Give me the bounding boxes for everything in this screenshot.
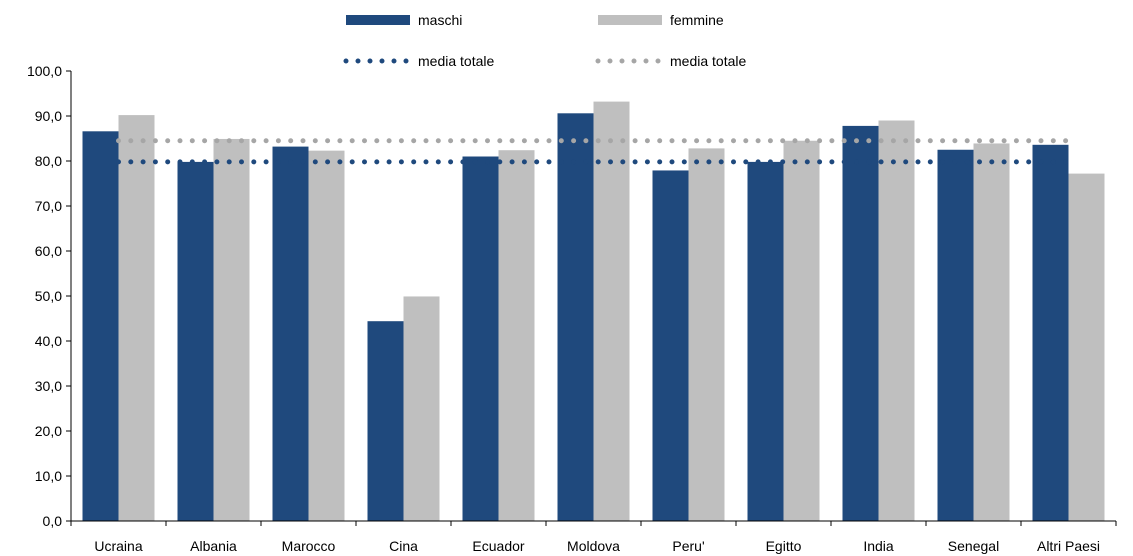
y-tick-label: 0,0 [43,513,63,529]
x-tick-label: Ecuador [472,538,524,554]
legend-label-maschi: maschi [418,12,462,28]
y-tick-label: 100,0 [27,63,62,79]
x-tick-label: Moldova [567,538,620,554]
x-tick-label: Senegal [948,538,999,554]
y-tick-label: 60,0 [35,243,62,259]
bar-femmine-marocco [308,150,345,521]
x-tick-label: Peru' [672,538,704,554]
x-tick-label: Cina [389,538,418,554]
bar-maschi-marocco [272,146,309,521]
legend: maschi femmine media totale media totale [343,12,746,69]
bar-femmine-egitto [783,140,820,521]
bar-maschi-moldova [557,113,594,522]
legend-label-femmine: femmine [670,12,724,28]
bar-maschi-altri-paesi [1032,144,1069,522]
bar-femmine-altri-paesi [1068,173,1105,521]
bar-maschi-egitto [747,161,784,521]
legend-label-media-totale-maschi: media totale [418,53,494,69]
bar-femmine-senegal [973,143,1010,521]
bar-maschi-india [842,125,879,522]
bar-femmine-cina [403,296,440,521]
x-tick-label: Ucraina [94,538,142,554]
bar-maschi-albania [177,161,214,521]
y-tick-label: 90,0 [35,108,62,124]
bar-femmine-peru- [688,148,725,521]
x-tick-label: Egitto [766,538,802,554]
y-tick-label: 70,0 [35,198,62,214]
bar-femmine-albania [213,138,250,521]
legend-swatch-maschi [346,15,410,25]
y-tick-label: 40,0 [35,333,62,349]
y-tick-label: 80,0 [35,153,62,169]
bar-femmine-ucraina [118,115,155,521]
bar-maschi-peru- [652,170,689,521]
legend-swatch-femmine [598,15,662,25]
bar-maschi-cina [367,321,404,521]
y-tick-label: 10,0 [35,468,62,484]
bar-maschi-senegal [937,149,974,521]
bar-maschi-ucraina [82,131,119,522]
bar-femmine-india [878,120,915,521]
plot-area: 0,0 10,0 20,0 30,0 40,0 50,0 60,0 70,0 80,0 90,0 1… [27,63,1117,554]
x-tick-label: Altri Paesi [1037,538,1100,554]
x-tick-label: Marocco [282,538,336,554]
y-tick-label: 30,0 [35,378,62,394]
bar-maschi-ecuador [462,156,499,521]
x-tick-label: Albania [190,538,237,554]
bar-femmine-ecuador [498,150,535,521]
y-tick-label: 20,0 [35,423,62,439]
bar-femmine-moldova [593,101,630,521]
legend-label-media-totale-femmine: media totale [670,53,746,69]
x-tick-label: India [863,538,894,554]
y-tick-label: 50,0 [35,288,62,304]
